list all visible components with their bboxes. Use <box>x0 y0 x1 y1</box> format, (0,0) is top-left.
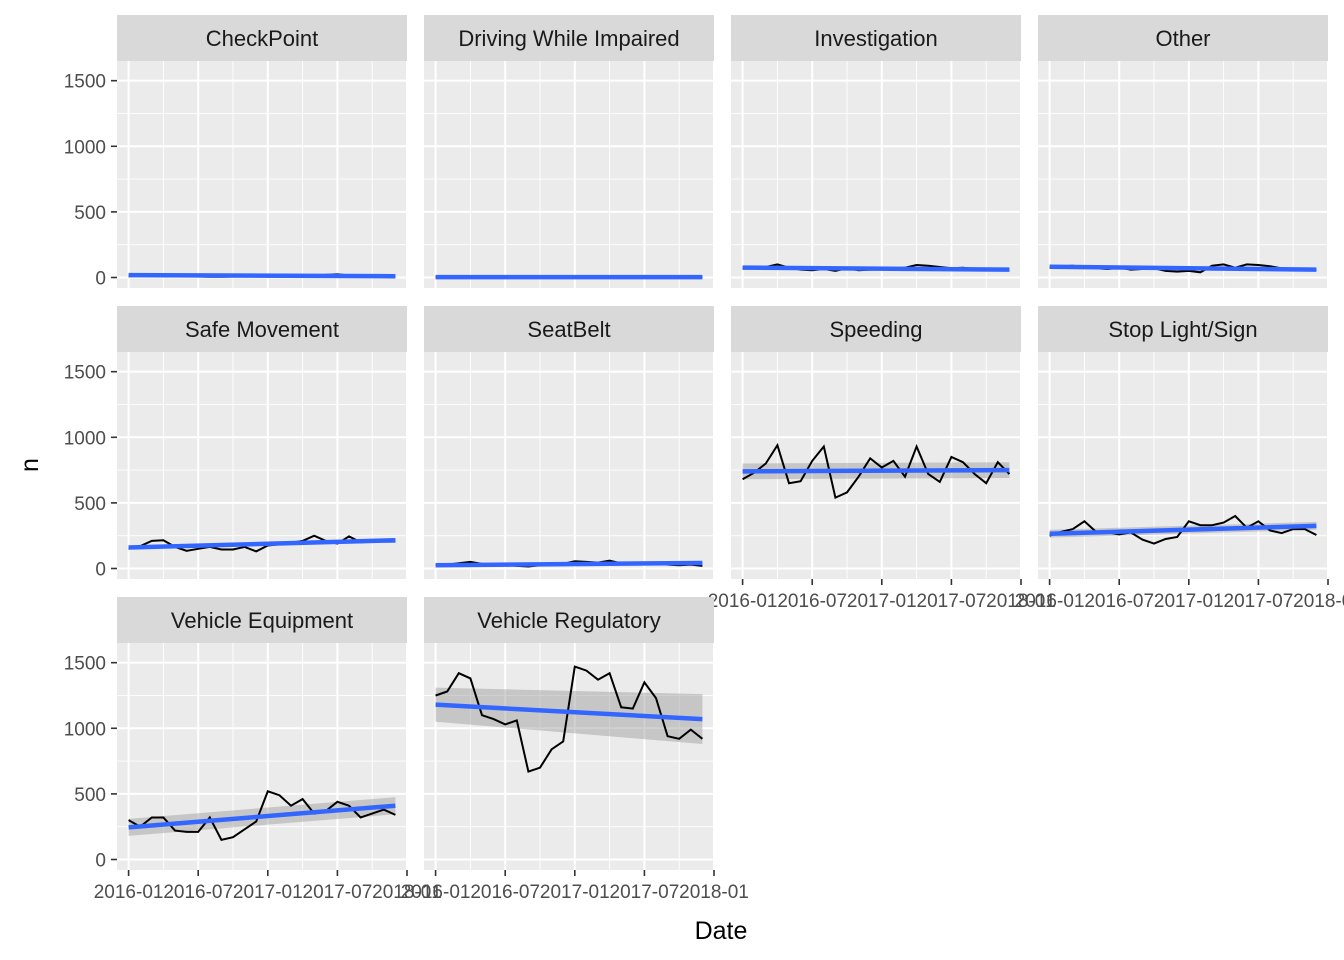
trend-line <box>742 467 1010 474</box>
x-tick-label: 2016-07 <box>777 591 847 612</box>
data-line <box>742 442 1011 500</box>
y-axis-title: n <box>16 458 44 472</box>
x-tick-label: 2016-01 <box>1015 591 1085 612</box>
plot-background <box>1038 352 1328 579</box>
facet-panel: Vehicle Equipment 0 500 1000 1500 2016-01 2016… <box>64 597 442 903</box>
trend-line <box>128 803 396 830</box>
facet-strip <box>731 306 1021 352</box>
trend-line <box>435 560 703 568</box>
x-tick-label: 2016-01 <box>94 882 164 903</box>
facet-panel: Stop Light/Sign 2016-01 2016-07 2017-01 2017… <box>1015 306 1344 612</box>
y-tick-label: 1000 <box>64 719 106 740</box>
x-tick-label: 2016-07 <box>470 882 540 903</box>
facet-label: CheckPoint <box>206 26 319 51</box>
x-tick-label: 2018-01 <box>372 882 442 903</box>
facet-strip <box>117 306 407 352</box>
facet-label: Safe Movement <box>185 317 339 342</box>
plot-background <box>424 61 714 288</box>
facet-panel: Driving While Impaired <box>424 15 715 288</box>
plot-background <box>731 352 1021 579</box>
x-tick-label: 2017-01 <box>1154 591 1224 612</box>
y-tick-label: 0 <box>95 851 106 872</box>
facet-panel: CheckPoint 0 500 1000 1500 <box>64 15 408 290</box>
y-tick-label: 1000 <box>64 428 106 449</box>
trend-line <box>128 272 396 279</box>
facet-label: Driving While Impaired <box>458 26 679 51</box>
y-tick-label: 1500 <box>64 654 106 675</box>
trend-line <box>1049 264 1317 272</box>
plot-background <box>424 643 714 870</box>
x-axis-title: Date <box>695 917 748 945</box>
trend-line <box>128 538 396 550</box>
x-tick-label: 2017-01 <box>540 882 610 903</box>
x-tick-label: 2016-01 <box>401 882 471 903</box>
plot-background <box>1038 61 1328 288</box>
trend-line <box>1049 523 1317 536</box>
facet-label: Vehicle Equipment <box>171 608 353 633</box>
facet-strip <box>424 15 714 61</box>
x-tick-label: 2017-07 <box>1224 591 1294 612</box>
plot-background <box>424 352 714 579</box>
x-tick-label: 2016-01 <box>708 591 778 612</box>
facet-strip <box>117 15 407 61</box>
x-tick-label: 2016-07 <box>1084 591 1154 612</box>
facet-label: Speeding <box>830 317 923 342</box>
facet-panel: Safe Movement 0 500 1000 1500 <box>64 306 408 581</box>
plot-background <box>731 61 1021 288</box>
facet-strip <box>731 15 1021 61</box>
plot-background <box>117 643 407 870</box>
trend-line <box>742 265 1010 272</box>
facet-panel: Investigation <box>731 15 1022 288</box>
facet-label: Stop Light/Sign <box>1108 317 1257 342</box>
facet-label: Other <box>1155 26 1210 51</box>
facet-label: SeatBelt <box>527 317 610 342</box>
facet-label: Vehicle Regulatory <box>477 608 660 633</box>
x-tick-label: 2018-01 <box>986 591 1056 612</box>
facet-strip <box>1038 306 1328 352</box>
x-tick-label: 2017-07 <box>917 591 987 612</box>
facet-strip <box>424 597 714 643</box>
x-tick-label: 2017-07 <box>303 882 373 903</box>
y-tick-label: 1500 <box>64 72 106 93</box>
facet-strip <box>1038 15 1328 61</box>
facet-panel: SeatBelt <box>424 306 715 579</box>
facet-panel: Other <box>1038 15 1329 288</box>
x-tick-label: 2018-01 <box>679 882 749 903</box>
plot-background <box>117 61 407 288</box>
x-tick-label: 2018-01 <box>1293 591 1344 612</box>
y-tick-label: 500 <box>74 494 106 515</box>
y-tick-label: 1000 <box>64 137 106 158</box>
facet-strip <box>117 597 407 643</box>
facet-label: Investigation <box>814 26 938 51</box>
x-tick-label: 2017-01 <box>233 882 303 903</box>
x-tick-label: 2016-07 <box>163 882 233 903</box>
x-tick-label: 2017-07 <box>610 882 680 903</box>
y-tick-label: 0 <box>95 269 106 290</box>
trend-line <box>435 702 703 722</box>
facet-strip <box>424 306 714 352</box>
y-tick-label: 500 <box>74 785 106 806</box>
y-tick-label: 500 <box>74 203 106 224</box>
y-tick-label: 1500 <box>64 363 106 384</box>
y-tick-label: 0 <box>95 560 106 581</box>
x-tick-label: 2017-01 <box>847 591 917 612</box>
facet-panel: Speeding 2016-01 2016-07 2017-01 2017-07 2018… <box>708 306 1056 612</box>
